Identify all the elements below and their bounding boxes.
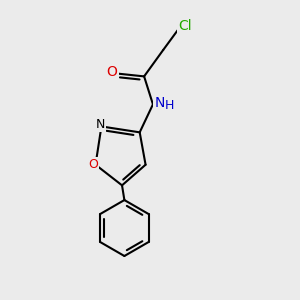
Text: H: H bbox=[165, 99, 174, 112]
Text: O: O bbox=[106, 65, 118, 79]
Text: N: N bbox=[154, 96, 165, 110]
Text: N: N bbox=[95, 118, 105, 131]
Text: Cl: Cl bbox=[178, 19, 192, 33]
Text: O: O bbox=[88, 158, 98, 171]
